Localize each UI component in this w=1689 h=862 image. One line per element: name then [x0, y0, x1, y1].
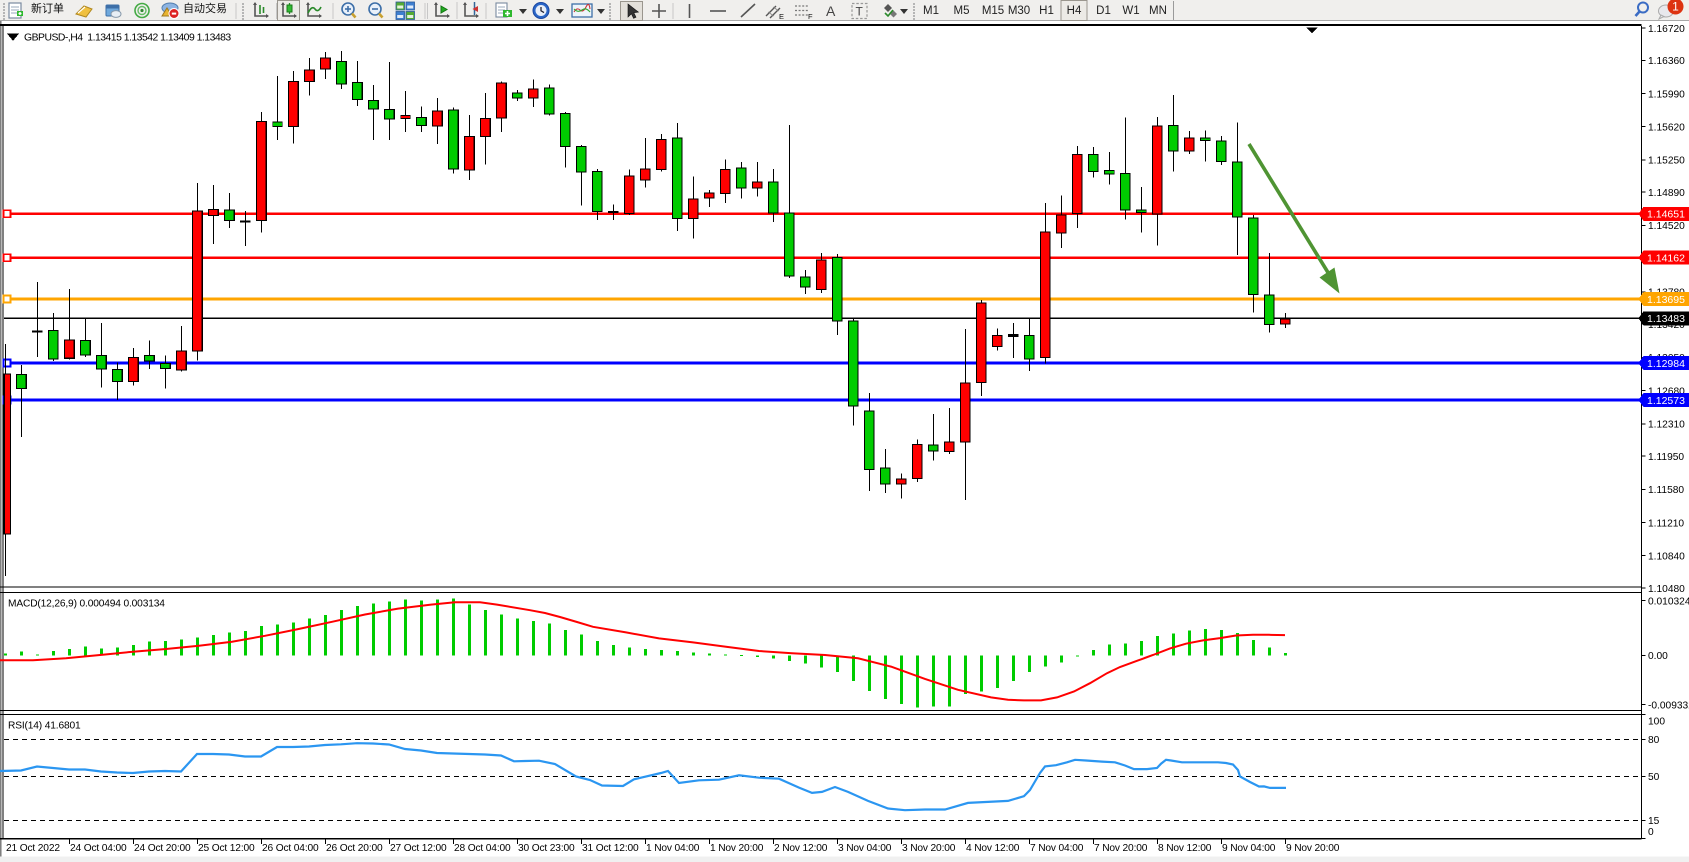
svg-text:M1: M1: [923, 5, 939, 17]
svg-text:1.12573: 1.12573: [1647, 395, 1685, 407]
svg-text:自动交易: 自动交易: [183, 1, 227, 15]
svg-text:1.13483: 1.13483: [1647, 313, 1685, 325]
svg-text:1.11580: 1.11580: [1648, 485, 1684, 496]
svg-text:3 Nov 20:00: 3 Nov 20:00: [902, 843, 956, 854]
svg-text:M30: M30: [1008, 5, 1030, 17]
svg-text:-0.009332: -0.009332: [1648, 700, 1689, 711]
svg-text:8 Nov 12:00: 8 Nov 12:00: [1158, 843, 1212, 854]
svg-text:9 Nov 20:00: 9 Nov 20:00: [1286, 843, 1340, 854]
svg-text:1.16720: 1.16720: [1648, 24, 1685, 35]
svg-text:1.15620: 1.15620: [1648, 123, 1685, 134]
svg-text:M15: M15: [982, 5, 1004, 17]
svg-text:21 Oct 2022: 21 Oct 2022: [6, 843, 60, 854]
svg-text:W1: W1: [1122, 5, 1139, 17]
svg-text:新订单: 新订单: [31, 1, 64, 15]
svg-text:1.14162: 1.14162: [1647, 252, 1685, 264]
svg-text:T: T: [856, 5, 864, 19]
svg-text:1.16360: 1.16360: [1648, 56, 1685, 67]
svg-text:1.10840: 1.10840: [1648, 552, 1685, 563]
svg-text:MN: MN: [1149, 5, 1167, 17]
svg-text:1.14651: 1.14651: [1647, 209, 1685, 221]
svg-text:50: 50: [1648, 772, 1660, 783]
svg-text:25 Oct 12:00: 25 Oct 12:00: [198, 843, 255, 854]
svg-text:E: E: [779, 12, 784, 21]
svg-text:26 Oct 20:00: 26 Oct 20:00: [326, 843, 383, 854]
svg-text:30 Oct 23:00: 30 Oct 23:00: [518, 843, 575, 854]
svg-text:27 Oct 12:00: 27 Oct 12:00: [390, 843, 447, 854]
svg-text:4 Nov 12:00: 4 Nov 12:00: [966, 843, 1020, 854]
svg-text:28 Oct 04:00: 28 Oct 04:00: [454, 843, 511, 854]
svg-text:1.15250: 1.15250: [1648, 156, 1685, 167]
svg-text:GBPUSD-,H4 1.13415 1.13542 1.: GBPUSD-,H4 1.13415 1.13542 1.13409 1.134…: [24, 33, 231, 44]
svg-text:1.15990: 1.15990: [1648, 89, 1685, 100]
svg-text:1.14890: 1.14890: [1648, 188, 1685, 199]
svg-text:H1: H1: [1039, 5, 1054, 17]
svg-text:1.12680: 1.12680: [1648, 386, 1685, 397]
svg-text:F: F: [808, 12, 813, 21]
svg-text:A: A: [826, 3, 836, 19]
svg-text:3 Nov 04:00: 3 Nov 04:00: [838, 843, 892, 854]
svg-text:24 Oct 20:00: 24 Oct 20:00: [134, 843, 191, 854]
svg-text:1 Nov 20:00: 1 Nov 20:00: [710, 843, 764, 854]
svg-text:9 Nov 04:00: 9 Nov 04:00: [1222, 843, 1276, 854]
svg-text:7 Nov 04:00: 7 Nov 04:00: [1030, 843, 1084, 854]
svg-text:7 Nov 20:00: 7 Nov 20:00: [1094, 843, 1148, 854]
svg-text:MACD(12,26,9) 0.000494 0.00313: MACD(12,26,9) 0.000494 0.003134: [8, 599, 165, 610]
svg-text:RSI(14) 41.6801: RSI(14) 41.6801: [8, 721, 81, 732]
svg-text:26 Oct 04:00: 26 Oct 04:00: [262, 843, 319, 854]
svg-text:80: 80: [1648, 735, 1660, 746]
svg-text:31 Oct 12:00: 31 Oct 12:00: [582, 843, 639, 854]
svg-text:1 Nov 04:00: 1 Nov 04:00: [646, 843, 700, 854]
svg-text:0.00: 0.00: [1648, 651, 1668, 662]
svg-text:1.13420: 1.13420: [1648, 320, 1685, 331]
svg-text:1.12310: 1.12310: [1648, 420, 1685, 431]
svg-text:0: 0: [1648, 827, 1654, 838]
svg-text:D1: D1: [1096, 5, 1111, 17]
svg-text:H4: H4: [1067, 5, 1082, 17]
svg-text:1.11950: 1.11950: [1648, 452, 1684, 463]
svg-text:2 Nov 12:00: 2 Nov 12:00: [774, 843, 828, 854]
svg-text:1.10480: 1.10480: [1648, 584, 1685, 595]
svg-text:0.010324: 0.010324: [1648, 596, 1689, 607]
svg-text:1.14520: 1.14520: [1648, 221, 1685, 232]
svg-text:1: 1: [1672, 0, 1679, 14]
svg-text:24 Oct 04:00: 24 Oct 04:00: [70, 843, 127, 854]
svg-text:1.12984: 1.12984: [1647, 358, 1685, 370]
svg-text:1.13695: 1.13695: [1647, 294, 1685, 306]
svg-text:M5: M5: [954, 5, 970, 17]
svg-text:100: 100: [1648, 717, 1665, 728]
svg-text:15: 15: [1648, 816, 1660, 827]
svg-text:1.11210: 1.11210: [1648, 518, 1684, 529]
